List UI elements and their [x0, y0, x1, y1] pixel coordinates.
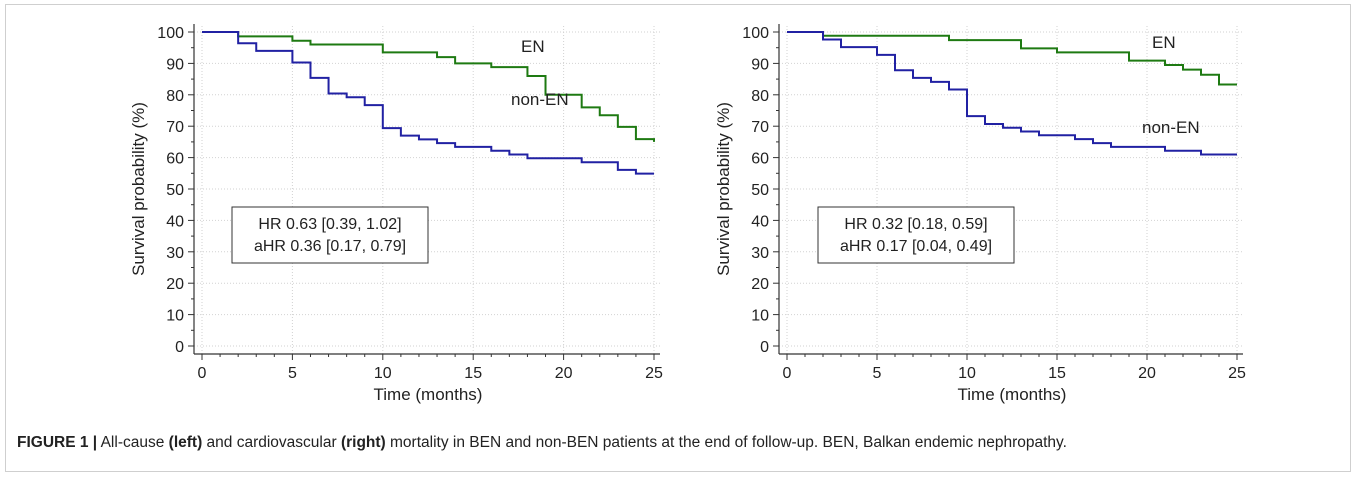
right-y-tick-label: 10: [751, 308, 769, 325]
left-x-axis-title: Time (months): [374, 385, 483, 404]
right-x-axis-title: Time (months): [958, 385, 1067, 404]
caption-bold-right: (right): [340, 434, 386, 451]
right-y-tick-label: 30: [751, 245, 769, 262]
left-x-tick-label: 10: [374, 365, 392, 382]
caption-text-3: mortality in BEN and non-BEN patients at…: [385, 434, 1067, 451]
chart-left-all-cause: 0 10 20 30 40 50 60 70 80 90 100 0 5 10 15 20 25 Time (mo…: [129, 24, 663, 404]
figure-caption: FIGURE 1 | All-cause (left) and cardiova…: [17, 430, 1337, 456]
right-y-axis-title: Survival probability (%): [714, 102, 733, 276]
right-y-tick-label: 90: [751, 56, 769, 73]
left-y-tick-label: 70: [166, 119, 184, 136]
left-y-tick-label: 60: [166, 151, 184, 168]
right-x-tick-label: 5: [873, 365, 882, 382]
caption-label: FIGURE 1 |: [17, 434, 98, 451]
right-y-tick-label: 20: [751, 276, 769, 293]
left-stats-line-2: aHR 0.36 [0.17, 0.79]: [254, 238, 406, 255]
left-y-tick-label: 90: [166, 56, 184, 73]
left-y-tick-label: 100: [157, 25, 184, 42]
left-y-tick-label: 20: [166, 276, 184, 293]
right-label-non-en: non-EN: [1142, 118, 1200, 137]
right-y-tick-label: 70: [751, 119, 769, 136]
caption-bold-left: (left): [168, 434, 203, 451]
right-stats-box: [817, 206, 1015, 264]
right-stats-line-2: aHR 0.17 [0.04, 0.49]: [840, 238, 992, 255]
left-x-tick-label: 20: [555, 365, 573, 382]
left-series-non-en-line: [202, 31, 654, 175]
left-y-tick-label: 80: [166, 88, 184, 105]
right-series-en-line: [787, 31, 1237, 86]
left-x-tick-label: 15: [464, 365, 482, 382]
right-x-tick-label: 20: [1138, 365, 1156, 382]
left-y-tick-label: 50: [166, 182, 184, 199]
left-x-tick-label: 5: [288, 365, 297, 382]
left-y-axis-title: Survival probability (%): [129, 102, 148, 276]
right-x-tick-label: 10: [958, 365, 976, 382]
caption-text-1: All-cause: [97, 434, 169, 451]
right-y-tick-label: 60: [751, 151, 769, 168]
left-label-en: EN: [521, 37, 545, 56]
right-label-en: EN: [1152, 33, 1176, 52]
left-y-tick-label: 30: [166, 245, 184, 262]
left-stats-box: [231, 206, 429, 264]
chart-right-cardiovascular: 0 10 20 30 40 50 60 70 80 90 100 0 5 10 15 20 25 Time (mo…: [714, 24, 1246, 404]
left-label-non-en: non-EN: [511, 90, 569, 109]
caption-text-2: and cardiovascular: [202, 434, 341, 451]
right-y-tick-label: 50: [751, 182, 769, 199]
right-y-tick-label: 0: [760, 339, 769, 356]
right-y-tick-label: 80: [751, 88, 769, 105]
right-x-tick-label: 0: [783, 365, 792, 382]
right-series-non-en-line: [787, 31, 1237, 156]
right-x-tick-label: 15: [1048, 365, 1066, 382]
left-x-tick-label: 0: [198, 365, 207, 382]
right-y-tick-label: 40: [751, 213, 769, 230]
left-y-tick-label: 40: [166, 213, 184, 230]
left-y-tick-label: 10: [166, 308, 184, 325]
left-series-en-line: [202, 31, 655, 142]
left-stats-line-1: HR 0.63 [0.39, 1.02]: [258, 216, 401, 233]
right-x-tick-label: 25: [1228, 365, 1246, 382]
right-y-tick-label: 100: [742, 25, 769, 42]
right-stats-line-1: HR 0.32 [0.18, 0.59]: [844, 216, 987, 233]
left-x-tick-label: 25: [645, 365, 663, 382]
figure-frame: [5, 4, 1351, 472]
left-y-tick-label: 0: [175, 339, 184, 356]
